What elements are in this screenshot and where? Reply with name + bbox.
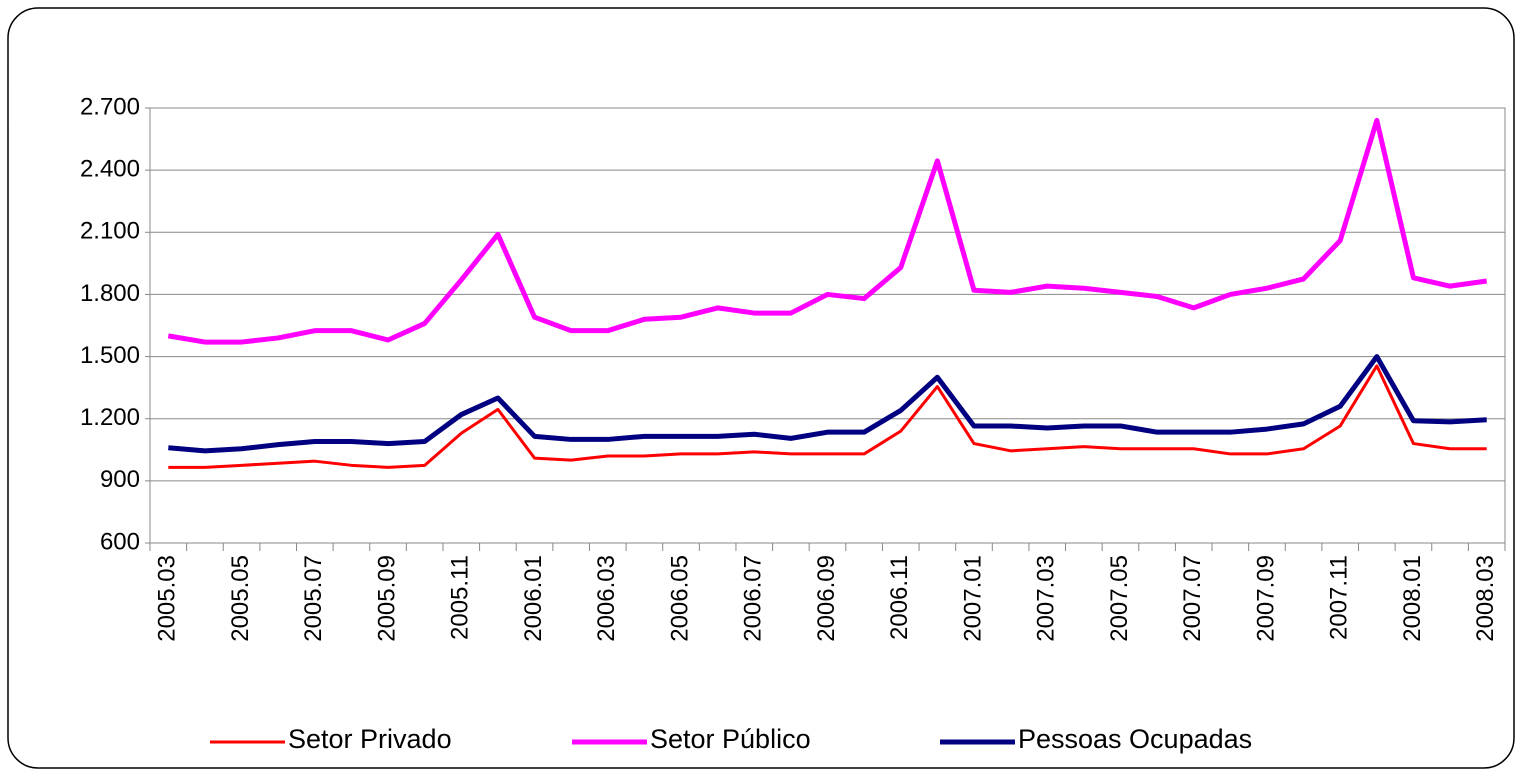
- y-tick-label: 1.500: [80, 342, 140, 369]
- y-tick-label: 2.700: [80, 93, 140, 120]
- x-tick-label: 2008.01: [1399, 555, 1426, 642]
- y-tick-label: 1.800: [80, 280, 140, 307]
- x-tick-label: 2005.09: [373, 555, 400, 642]
- x-tick-label: 2007.03: [1033, 555, 1060, 642]
- x-tick-label: 2005.07: [300, 555, 327, 642]
- x-tick-label: 2007.05: [1106, 555, 1133, 642]
- x-tick-label: 2005.03: [154, 555, 181, 642]
- x-tick-label: 2006.09: [813, 555, 840, 642]
- y-tick-label: 900: [100, 466, 140, 493]
- legend-label: Pessoas Ocupadas: [1018, 724, 1252, 754]
- plot-area: [149, 107, 1506, 544]
- x-tick-label: 2005.11: [447, 555, 474, 640]
- x-tick-label: 2008.03: [1472, 555, 1499, 642]
- series-line: [167, 117, 1488, 345]
- x-tick-label: 2006.11: [886, 555, 913, 640]
- series-line: [168, 364, 1487, 469]
- x-tick-label: 2007.11: [1326, 555, 1353, 640]
- legend-label: Setor Privado: [288, 724, 452, 754]
- y-tick-label: 2.100: [80, 218, 140, 245]
- x-tick-label: 2005.05: [227, 555, 254, 642]
- x-tick-label: 2007.09: [1252, 555, 1279, 642]
- x-tick-label: 2007.01: [959, 555, 986, 642]
- x-tick-label: 2006.07: [740, 555, 767, 642]
- x-tick-label: 2007.07: [1179, 555, 1206, 642]
- series-line: [168, 354, 1487, 454]
- x-tick-label: 2006.01: [520, 555, 547, 642]
- y-tick-label: 2.400: [80, 155, 140, 182]
- y-tick-label: 1.200: [80, 404, 140, 431]
- x-tick-label: 2006.03: [593, 555, 620, 642]
- x-tick-label: 2006.05: [666, 555, 693, 642]
- y-tick-label: 600: [100, 528, 140, 555]
- legend-label: Setor Público: [650, 724, 811, 754]
